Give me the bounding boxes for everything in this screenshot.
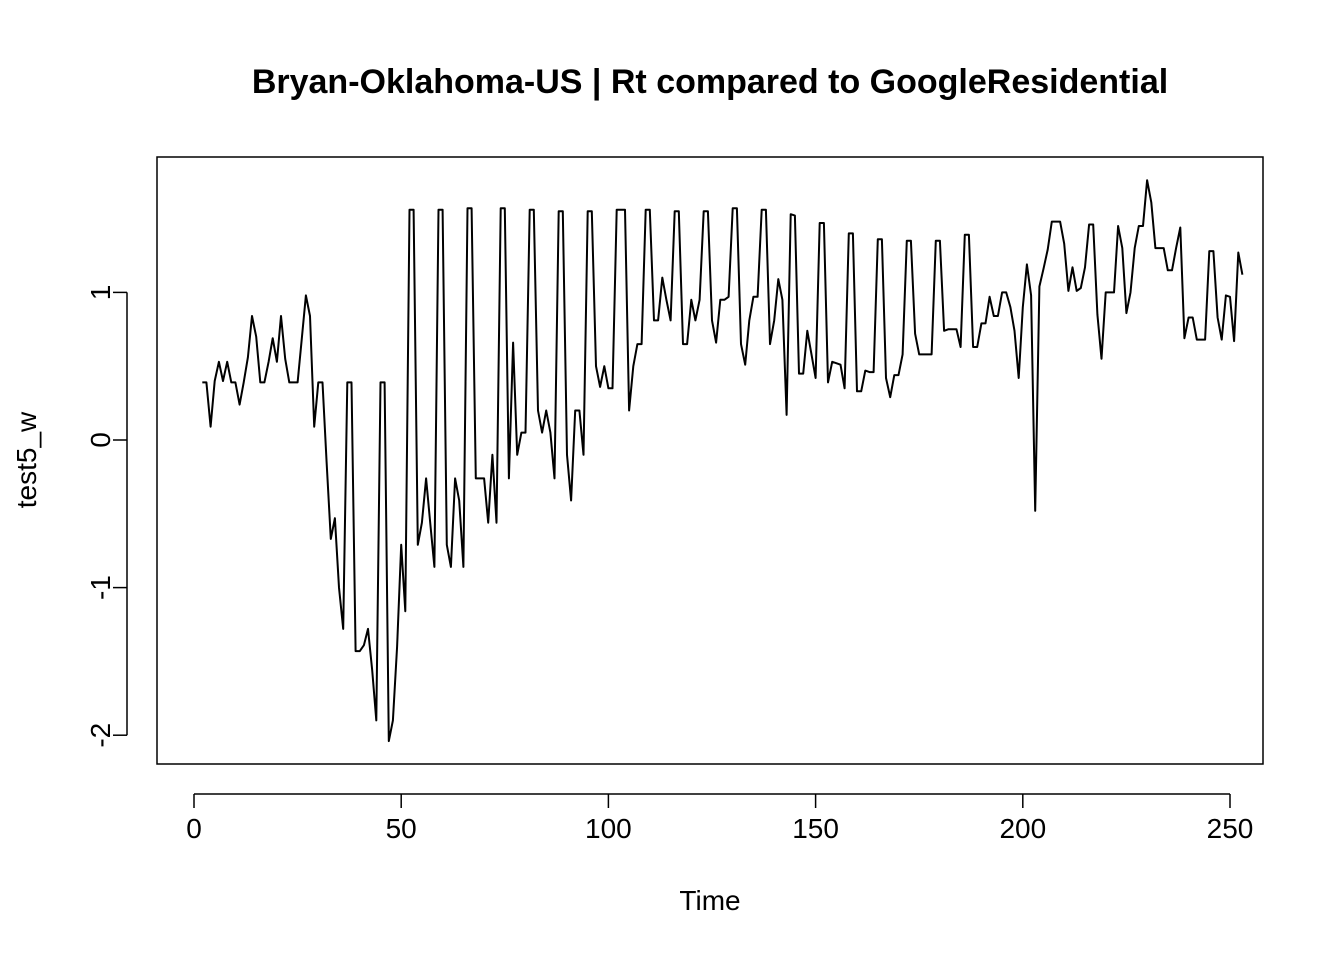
plot-frame <box>156 156 1264 765</box>
x-tick-label: 150 <box>792 813 839 844</box>
x-axis-label: Time <box>679 885 740 916</box>
y-tick-label: -1 <box>85 575 116 600</box>
chart-title: Bryan-Oklahoma-US | Rt compared to Googl… <box>252 63 1168 101</box>
x-tick-label: 100 <box>585 813 632 844</box>
x-tick-label: 0 <box>186 813 202 844</box>
y-tick-label: -2 <box>85 723 116 748</box>
y-tick-label: 0 <box>85 432 116 448</box>
y-axis-label: test5_w <box>11 411 42 508</box>
x-tick-label: 250 <box>1207 813 1254 844</box>
y-axis: -2 -1 0 1 <box>85 285 128 748</box>
x-tick-label: 200 <box>999 813 1046 844</box>
x-axis: 0 50 100 150 200 250 <box>186 793 1254 844</box>
series-line <box>202 179 1244 743</box>
y-tick-label: 1 <box>85 285 116 301</box>
x-tick-label: 50 <box>386 813 417 844</box>
